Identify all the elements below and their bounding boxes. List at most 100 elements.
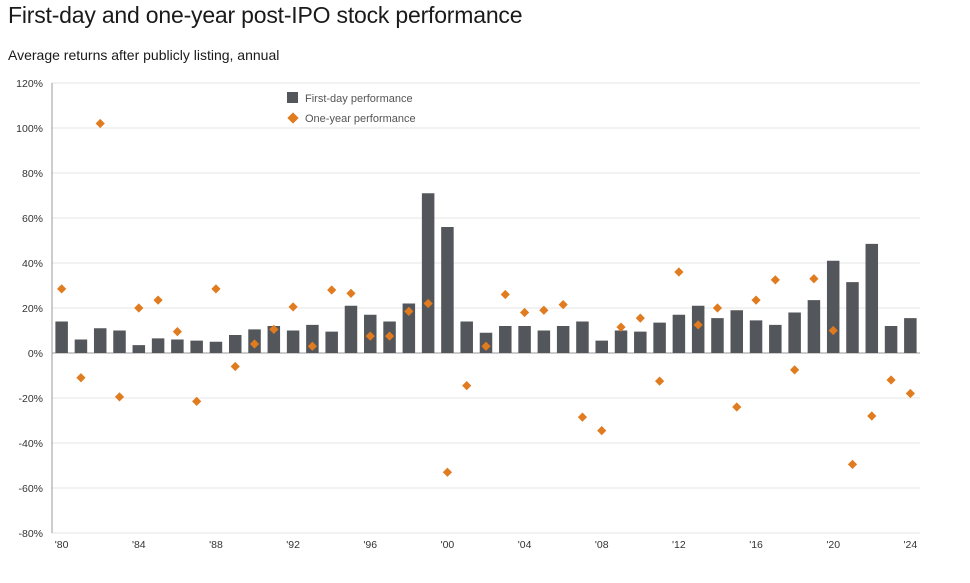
- x-tick-label: '20: [826, 539, 840, 551]
- legend-swatch-first-day: [287, 92, 298, 103]
- x-tick-label: '80: [55, 539, 69, 551]
- marker-one-year: [114, 392, 125, 402]
- bar-first-day: [730, 310, 744, 353]
- bar-first-day: [884, 326, 898, 353]
- marker-one-year: [905, 388, 915, 399]
- marker-one-year: [500, 289, 510, 300]
- marker-one-year: [519, 307, 530, 318]
- marker-one-year: [558, 300, 568, 310]
- bar-first-day: [93, 328, 107, 353]
- marker-one-year: [327, 285, 337, 295]
- bar-first-day: [325, 331, 338, 353]
- bar-first-day: [672, 314, 686, 353]
- bar-first-day: [113, 330, 126, 353]
- bar-first-day: [769, 324, 782, 353]
- y-tick-label: 80%: [22, 168, 43, 180]
- bar-first-day: [807, 300, 821, 353]
- bar-first-day: [74, 339, 88, 353]
- y-tick-label: 40%: [22, 258, 43, 270]
- bar-first-day: [865, 243, 879, 353]
- x-tick-label: '84: [132, 539, 146, 551]
- bar-first-day: [576, 321, 589, 353]
- marker-one-year: [597, 426, 607, 436]
- bar-first-day: [634, 331, 647, 353]
- marker-one-year: [809, 274, 819, 284]
- bar-first-day: [55, 321, 68, 353]
- x-tick-label: '04: [518, 539, 532, 551]
- chart-subtitle: Average returns after publicly listing, …: [8, 47, 280, 63]
- bar-first-day: [653, 322, 666, 353]
- marker-one-year: [192, 396, 202, 406]
- marker-one-year: [230, 361, 240, 372]
- marker-one-year: [693, 320, 703, 330]
- bar-first-day: [402, 303, 416, 353]
- marker-one-year: [577, 412, 588, 422]
- x-tick-label: '24: [904, 539, 918, 551]
- marker-one-year: [95, 118, 105, 129]
- bar-first-day: [595, 340, 608, 353]
- legend: First-day performance One-year performan…: [287, 92, 416, 125]
- marker-one-year: [886, 375, 896, 385]
- first-day-bars: [55, 193, 917, 353]
- x-tick-label: '88: [209, 539, 223, 551]
- marker-one-year: [307, 341, 317, 351]
- legend-label-first-day: First-day performance: [305, 93, 413, 105]
- marker-one-year: [674, 267, 684, 277]
- y-tick-label: -80%: [18, 528, 43, 540]
- y-tick-label: 60%: [22, 213, 43, 225]
- marker-one-year: [249, 339, 260, 349]
- marker-one-year: [616, 322, 626, 332]
- marker-one-year: [134, 303, 144, 313]
- x-tick-label: '96: [363, 539, 377, 551]
- bar-first-day: [846, 282, 859, 353]
- marker-one-year: [442, 467, 453, 477]
- x-tick-label: '16: [749, 539, 763, 551]
- x-tick-label: '08: [595, 539, 609, 551]
- bar-first-day: [151, 338, 165, 353]
- x-tick-label: '12: [672, 539, 686, 551]
- bar-first-day: [904, 318, 917, 353]
- marker-one-year: [288, 302, 298, 312]
- bar-first-day: [460, 321, 473, 353]
- bar-first-day: [499, 326, 512, 353]
- bar-first-day: [286, 330, 300, 353]
- marker-one-year: [423, 298, 433, 309]
- bar-first-day: [190, 340, 203, 353]
- bar-first-day: [228, 335, 242, 353]
- one-year-markers: [57, 118, 915, 477]
- y-tick-label: -20%: [18, 393, 43, 405]
- marker-one-year: [57, 284, 67, 294]
- marker-one-year: [269, 324, 279, 334]
- bar-first-day: [518, 326, 531, 353]
- bar-first-day: [441, 227, 454, 353]
- bar-first-day: [556, 326, 570, 353]
- bar-first-day: [711, 318, 724, 353]
- axes: 120% 100% 80% 60% 40% 20% 0% -20% -40% -60% -80% '8…: [16, 78, 917, 551]
- marker-one-year: [211, 284, 221, 294]
- marker-one-year: [384, 331, 395, 341]
- bar-first-day: [614, 330, 628, 353]
- chart-title: First-day and one-year post-IPO stock pe…: [8, 2, 523, 28]
- y-tick-label: 0%: [28, 348, 43, 360]
- legend-label-one-year: One-year performance: [305, 113, 416, 125]
- y-tick-label: 20%: [22, 303, 43, 315]
- y-tick-label: 100%: [16, 123, 43, 135]
- gridlines: [52, 82, 920, 534]
- marker-one-year: [346, 288, 356, 298]
- marker-one-year: [867, 411, 877, 421]
- bar-first-day: [209, 341, 223, 353]
- marker-one-year: [828, 325, 838, 336]
- marker-one-year: [712, 303, 723, 313]
- legend-swatch-one-year: [287, 112, 299, 124]
- bar-first-day: [132, 345, 146, 353]
- marker-one-year: [153, 295, 163, 305]
- bar-first-day: [749, 320, 763, 353]
- marker-one-year: [481, 341, 491, 351]
- y-tick-label: -60%: [18, 483, 43, 495]
- bar-first-day: [267, 326, 281, 353]
- bar-first-day: [421, 193, 435, 353]
- marker-one-year: [790, 365, 800, 375]
- x-tick-label: '00: [441, 539, 455, 551]
- marker-one-year: [462, 381, 472, 391]
